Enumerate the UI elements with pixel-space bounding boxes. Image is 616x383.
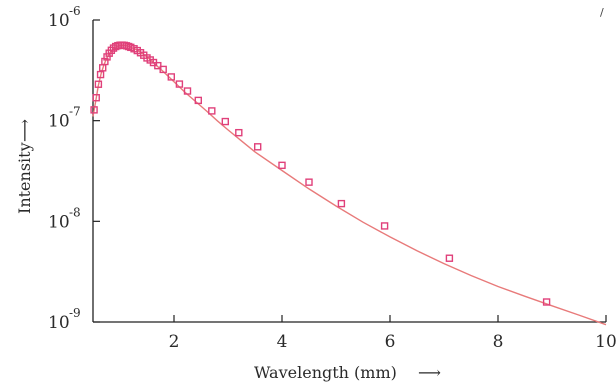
- data-point: [94, 80, 103, 88]
- x-tick-label: 8: [493, 332, 504, 352]
- x-axis-label: Wavelength (mm): [254, 363, 397, 382]
- data-point: [96, 70, 105, 79]
- data-point: [278, 161, 286, 170]
- data-point: [337, 199, 346, 208]
- data-point: [253, 143, 262, 151]
- y-axis-label: Intensity: [15, 142, 34, 214]
- data-point: [107, 46, 116, 55]
- data-point: [221, 117, 230, 126]
- data-point: [183, 87, 192, 95]
- y-tick-label: 10: [48, 212, 70, 232]
- y-tick-exponent: -7: [69, 105, 81, 119]
- y-tick-exponent: -8: [69, 205, 81, 219]
- data-point: [175, 80, 184, 88]
- data-point: [208, 107, 216, 115]
- x-axis-arrow: ⟶: [418, 363, 441, 382]
- x-tick-label: 6: [385, 332, 396, 352]
- data-point: [103, 53, 111, 61]
- data-point: [305, 178, 313, 186]
- x-axis-title: Wavelength (mm) ⟶: [254, 363, 441, 382]
- axes: [92, 20, 606, 323]
- y-ticks: 10-610-710-810-9: [48, 4, 100, 333]
- data-point: [159, 65, 167, 74]
- y-tick-exponent: -9: [69, 306, 81, 320]
- x-tick-label: 10: [595, 332, 616, 352]
- data-point: [380, 222, 389, 230]
- x-ticks: 2 4 6 8 10: [169, 315, 616, 352]
- data-point: [90, 106, 98, 114]
- data-point: [154, 61, 162, 70]
- y-axis-arrow: ⟶: [15, 119, 34, 142]
- y-axis-title: Intensity ⟶: [15, 119, 34, 214]
- data-point: [92, 94, 100, 102]
- fit-curve: [92, 44, 607, 326]
- stray-mark: /: [600, 6, 604, 19]
- data-point: [194, 96, 203, 105]
- data-point: [235, 128, 243, 137]
- y-tick-label: 10: [48, 313, 70, 333]
- y-tick-exponent: -6: [69, 4, 81, 18]
- data-point: [122, 42, 131, 50]
- series-layer: [90, 41, 607, 326]
- y-tick-label: 10: [48, 11, 70, 31]
- x-tick-label: 2: [169, 332, 180, 352]
- data-point: [445, 254, 454, 262]
- data-point: [542, 298, 551, 306]
- data-point: [101, 57, 109, 66]
- x-tick-label: 4: [277, 332, 288, 352]
- data-point: [167, 73, 176, 81]
- y-tick-label: 10: [48, 112, 70, 132]
